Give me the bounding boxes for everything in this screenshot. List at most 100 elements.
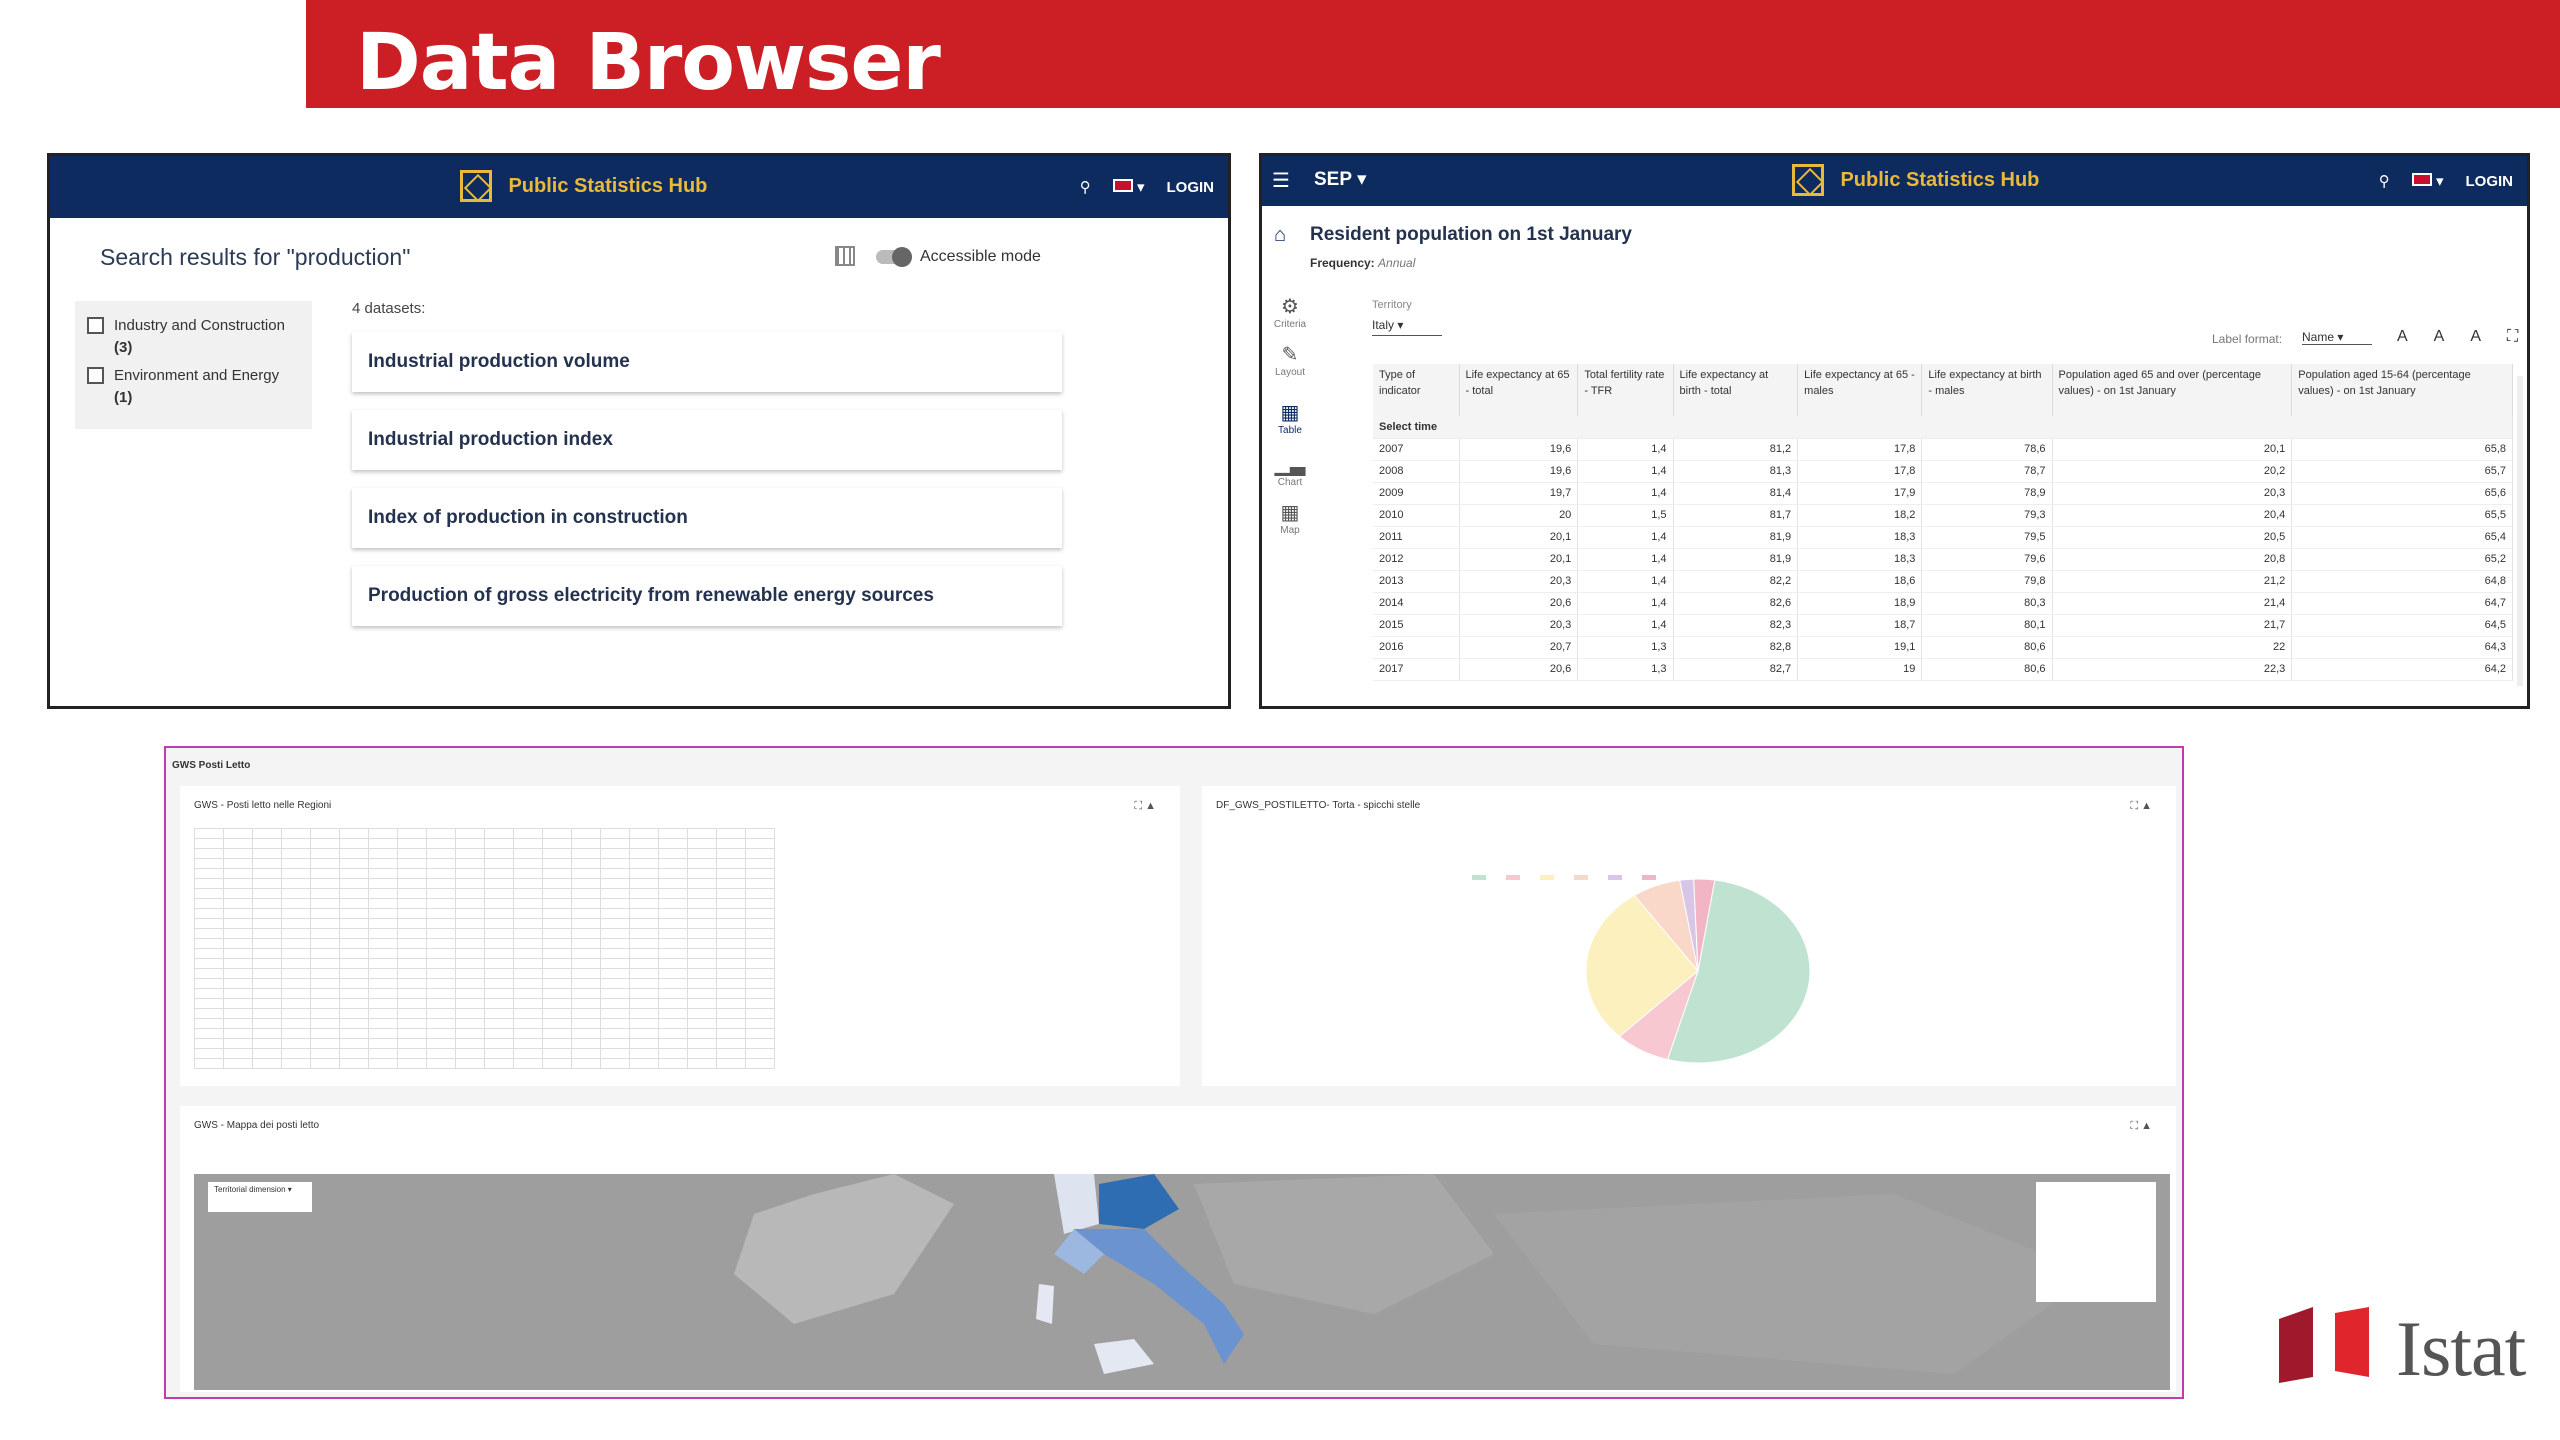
column-header[interactable]: Life expectancy at birth - males: [1921, 364, 2053, 416]
select-time-row[interactable]: Select time: [1373, 416, 2513, 439]
choropleth-map[interactable]: Territorial dimension ▾: [194, 1174, 2170, 1390]
column-header[interactable]: Population aged 15-64 (percentage values…: [2291, 364, 2513, 416]
legend-swatch: [1540, 874, 1558, 881]
hub-title: Public Statistics Hub: [1840, 168, 2040, 191]
table-cell: 20,5: [2052, 526, 2293, 549]
pie-chart: [1585, 878, 1811, 1064]
top-navbar: ☰ SEP ▾ Public Statistics Hub ⚲ ▾ LOGIN: [1262, 156, 2527, 206]
column-header[interactable]: Life expectancy at 65 - total: [1459, 364, 1579, 416]
category-filters: Industry and Construction (3) Environmen…: [75, 301, 312, 429]
filter-industry[interactable]: Industry and Construction (3): [87, 315, 300, 359]
checkbox-icon[interactable]: [87, 317, 104, 334]
table-row: 2008 19,6 1,4 81,3 17,8 78,7 20,2 65,7: [1373, 460, 2513, 483]
dataset-card[interactable]: Production of gross electricity from ren…: [352, 566, 1062, 626]
table-cell: 2009: [1373, 482, 1460, 505]
table-cell: 81,9: [1673, 526, 1799, 549]
language-flag-icon[interactable]: ▾: [2410, 172, 2444, 190]
table-row: 2009 19,7 1,4 81,4 17,9 78,9 20,3 65,6: [1373, 482, 2513, 505]
table-cell: 1,5: [1577, 504, 1674, 527]
column-header[interactable]: Total fertility rate - TFR: [1577, 364, 1674, 416]
pie-slice[interactable]: [1585, 894, 1699, 1038]
table-tab[interactable]: ▦ Table: [1270, 400, 1310, 436]
table-cell: 19,6: [1459, 438, 1579, 461]
grid-view-icon[interactable]: [835, 246, 855, 266]
table-cell: 2013: [1373, 570, 1460, 593]
table-cell: 82,2: [1673, 570, 1799, 593]
table-cell: 1,4: [1577, 438, 1674, 461]
chart-tab[interactable]: ▁▃ Chart: [1270, 452, 1310, 488]
table-cell: 2016: [1373, 636, 1460, 659]
scrollbar[interactable]: [2517, 376, 2523, 686]
search-icon[interactable]: ⚲: [1079, 179, 1091, 196]
expand-icon[interactable]: ⛶ ▲: [2130, 800, 2152, 812]
mini-table-row: [194, 828, 775, 839]
dataset-title: Resident population on 1st January: [1310, 224, 1632, 245]
home-icon[interactable]: ⌂: [1274, 224, 1287, 246]
table-cell: 17,8: [1797, 438, 1923, 461]
dataset-card[interactable]: Index of production in construction: [352, 488, 1062, 548]
criteria-tab[interactable]: ⚙ Criteria: [1270, 294, 1310, 330]
frequency-label: Frequency: Annual: [1310, 256, 1416, 270]
panel-title: GWS - Mappa dei posti letto: [194, 1120, 320, 1131]
table-cell: 64,8: [2291, 570, 2513, 593]
table-cell: 18,2: [1797, 504, 1923, 527]
accessible-mode-toggle[interactable]: [876, 247, 912, 267]
table-row: 2016 20,7 1,3 82,8 19,1 80,6 22 64,3: [1373, 636, 2513, 659]
mini-table-row: [194, 1038, 775, 1049]
column-header[interactable]: Population aged 65 and over (percentage …: [2052, 364, 2293, 416]
table-row: 2015 20,3 1,4 82,3 18,7 80,1 21,7 64,5: [1373, 614, 2513, 637]
layout-tab[interactable]: ✎ Layout: [1270, 342, 1310, 378]
table-cell: 81,3: [1673, 460, 1799, 483]
table-cell: 22,3: [2052, 658, 2293, 681]
table-cell: 21,2: [2052, 570, 2293, 593]
column-header[interactable]: Type of indicator: [1373, 364, 1460, 416]
filter-environment[interactable]: Environment and Energy (1): [87, 365, 300, 409]
territory-select[interactable]: Italy ▾: [1372, 318, 1442, 336]
login-button[interactable]: LOGIN: [2465, 172, 2514, 190]
table-cell: 2017: [1373, 658, 1460, 681]
pie-slice[interactable]: [1666, 879, 1811, 1064]
map-shapes: [734, 1174, 2094, 1374]
table-cell: 20,7: [1459, 636, 1579, 659]
pie-slice[interactable]: [1693, 878, 1716, 972]
territorial-dimension-select[interactable]: Territorial dimension ▾: [208, 1182, 312, 1212]
expand-icon[interactable]: ⛶ ▲: [2130, 1120, 2152, 1132]
table-cell: 82,8: [1673, 636, 1799, 659]
table-cell: 18,3: [1797, 526, 1923, 549]
mini-table-row: [194, 858, 775, 869]
table-cell: 18,9: [1797, 592, 1923, 615]
table-cell: 1,4: [1577, 570, 1674, 593]
column-header[interactable]: Life expectancy at birth - total: [1673, 364, 1799, 416]
table-cell: 81,2: [1673, 438, 1799, 461]
table-row: 2007 19,6 1,4 81,2 17,8 78,6 20,1 65,8: [1373, 438, 2513, 461]
sep-dropdown[interactable]: SEP ▾: [1314, 169, 1367, 190]
search-icon[interactable]: ⚲: [2378, 173, 2390, 190]
accessible-mode-label: Accessible mode: [920, 248, 1041, 265]
menu-icon[interactable]: ☰: [1272, 170, 1290, 192]
hub-brand[interactable]: Public Statistics Hub: [460, 170, 707, 202]
checkbox-icon[interactable]: [87, 367, 104, 384]
table-row: 2012 20,1 1,4 81,9 18,3 79,6 20,8 65,2: [1373, 548, 2513, 571]
table-cell: 21,7: [2052, 614, 2293, 637]
label-format-select[interactable]: Name ▾: [2302, 330, 2372, 345]
mini-table-row: [194, 908, 775, 919]
expand-icon[interactable]: ⛶ ▲: [1134, 800, 1156, 812]
hub-brand[interactable]: Public Statistics Hub: [1792, 164, 2039, 196]
table-cell: 80,3: [1921, 592, 2053, 615]
chart-icon: ▁▃: [1274, 454, 1306, 476]
language-flag-icon[interactable]: ▾: [1111, 178, 1145, 196]
dataset-card[interactable]: Industrial production index: [352, 410, 1062, 470]
map-tab[interactable]: ▦ Map: [1270, 500, 1310, 536]
dataset-card[interactable]: Industrial production volume: [352, 332, 1062, 392]
banner-title: Data Browser: [356, 18, 941, 108]
column-header[interactable]: Life expectancy at 65 - males: [1797, 364, 1923, 416]
login-button[interactable]: LOGIN: [1166, 178, 1215, 196]
mini-table-row: [194, 978, 775, 989]
table-cell: 65,7: [2291, 460, 2513, 483]
dashboard-screenshot: GWS Posti Letto GWS - Posti letto nelle …: [164, 746, 2184, 1399]
mini-table-row: [194, 1058, 775, 1069]
table-cell: 2007: [1373, 438, 1460, 461]
font-size-controls[interactable]: AAA⛶: [2397, 328, 2530, 345]
table-cell: 78,9: [1921, 482, 2053, 505]
hub-title: Public Statistics Hub: [508, 174, 708, 197]
